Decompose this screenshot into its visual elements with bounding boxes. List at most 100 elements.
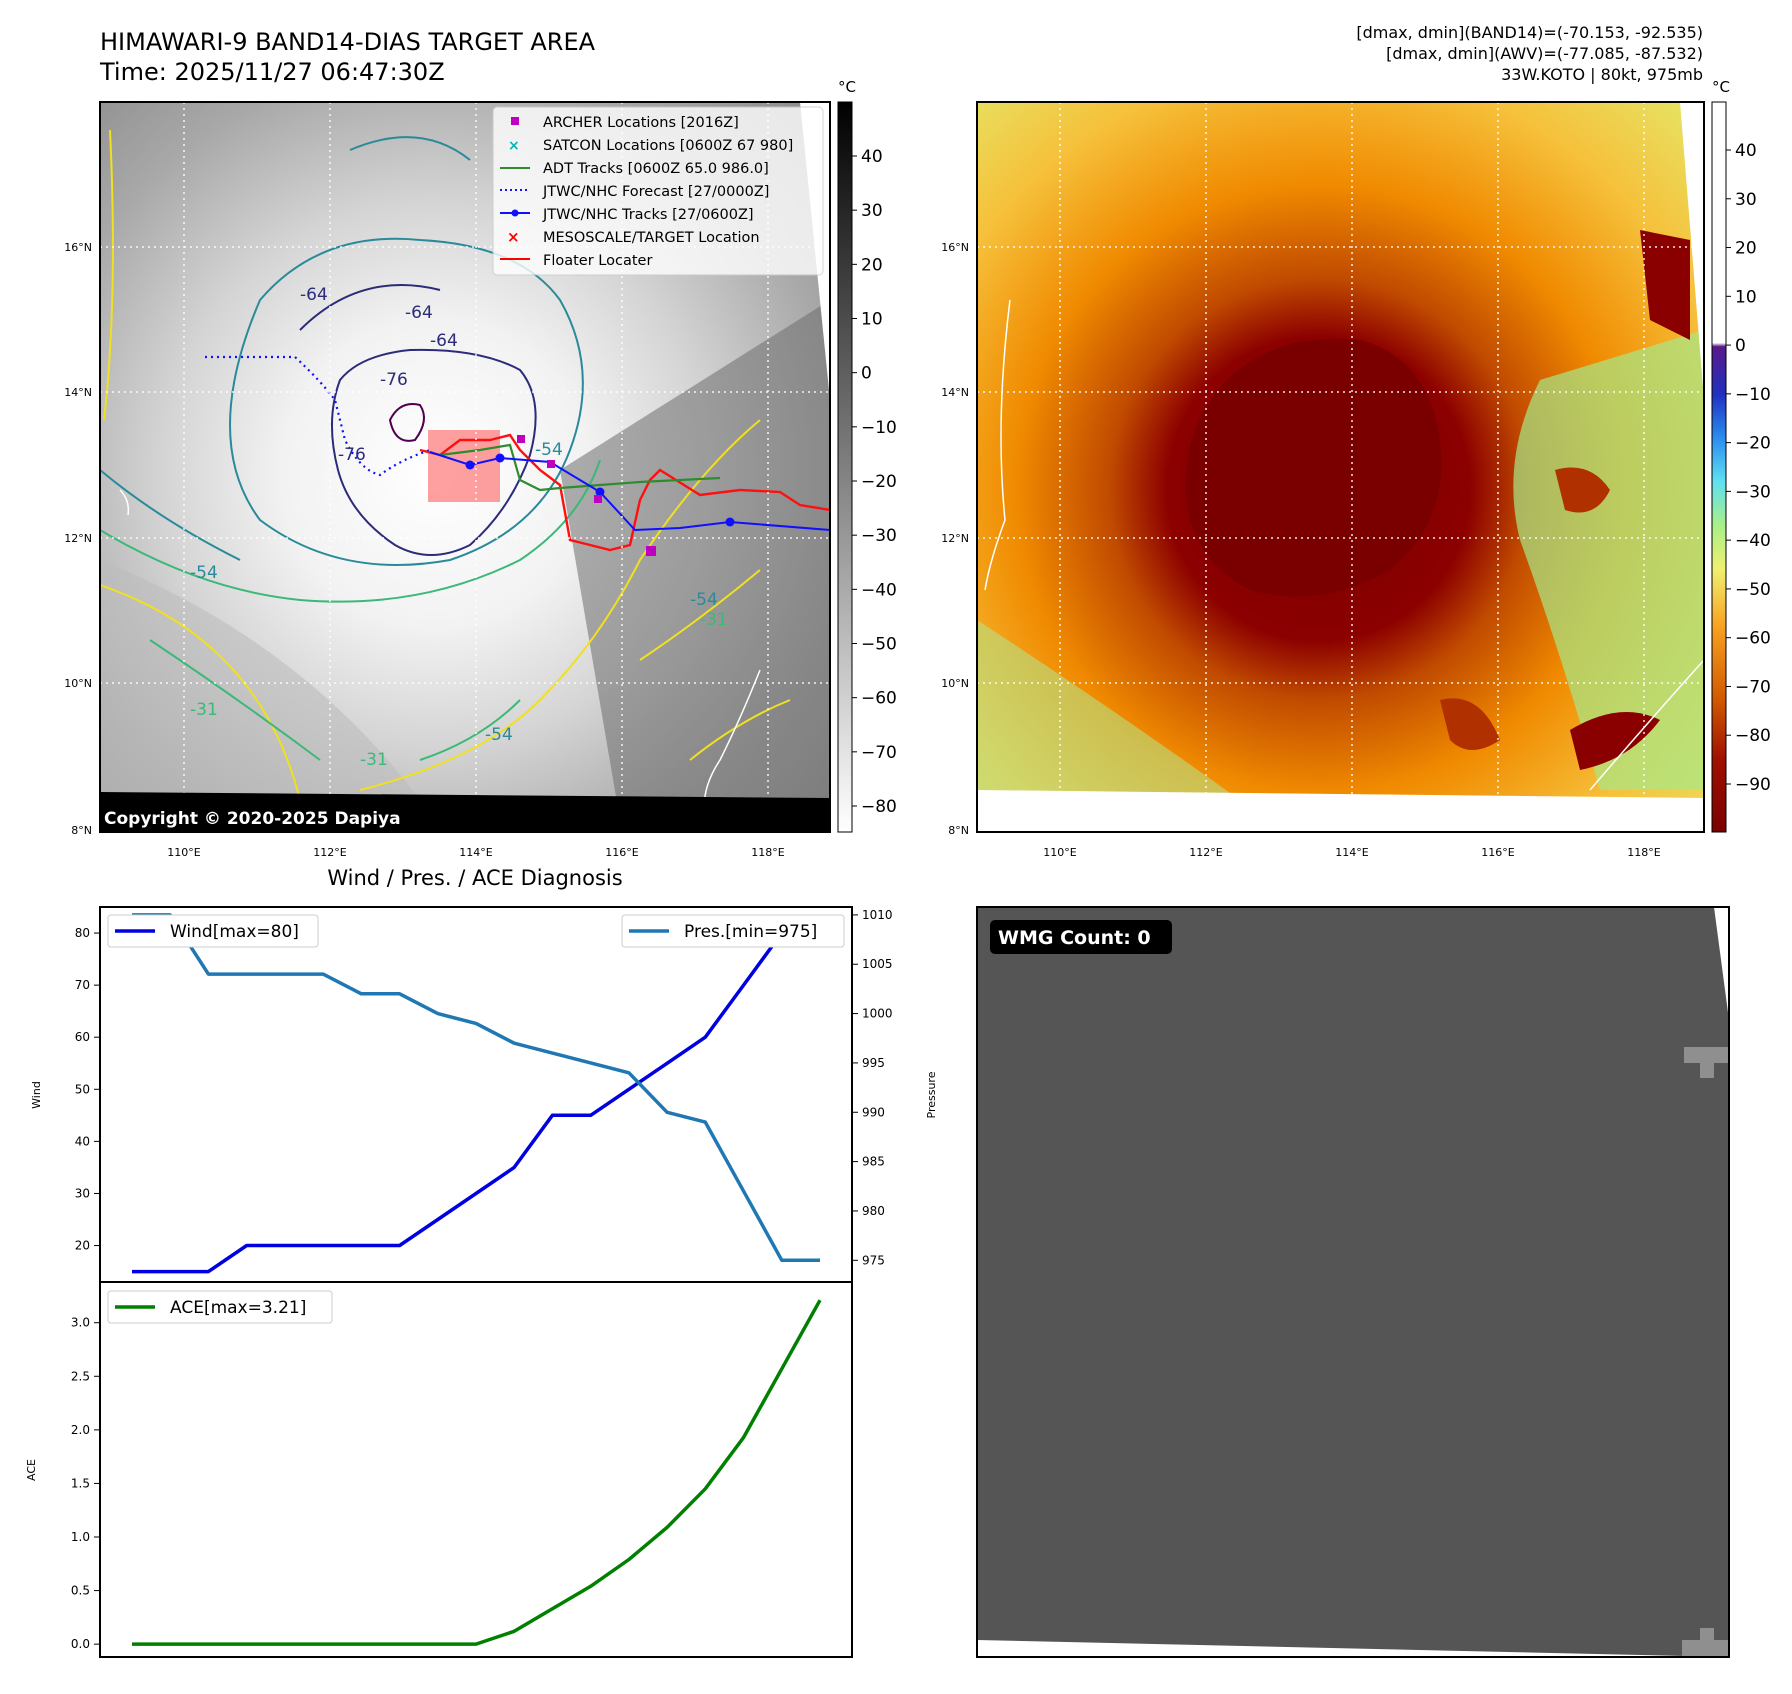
ace-marks: 0.0 0.5 1.0 1.5 2.0 2.5 3.0 bbox=[71, 1299, 822, 1651]
series-line-1 bbox=[132, 913, 820, 1263]
map-legend: ARCHER Locations [2016Z] × SATCON Locati… bbox=[492, 106, 824, 276]
ace-legend: ACE[max=3.21] bbox=[107, 1290, 333, 1324]
series-line-0 bbox=[132, 1299, 822, 1646]
archer-marker bbox=[594, 495, 602, 503]
lon-tick: 118°E bbox=[1627, 846, 1660, 859]
lat-tick: 16°N bbox=[941, 241, 969, 254]
colorbar-tick-label: −60 bbox=[1735, 629, 1771, 649]
archer-marker bbox=[517, 435, 525, 443]
colorbar-tick-label: −80 bbox=[861, 797, 897, 817]
colorbar-tick-label: −20 bbox=[1735, 434, 1771, 454]
legend-item-forecast: JTWC/NHC Forecast [27/0000Z] bbox=[542, 184, 769, 200]
awv-map-panel: 110°E 112°E 114°E 116°E 118°E 16°N 14°N … bbox=[941, 101, 1705, 859]
coastline bbox=[119, 489, 130, 516]
lat-tick: 10°N bbox=[64, 677, 92, 690]
wmg-field bbox=[977, 907, 1729, 1657]
wmg-count-label: WMG Count: 0 bbox=[998, 927, 1151, 949]
target-area-box bbox=[428, 430, 500, 502]
diagnosis-title: Wind / Pres. / ACE Diagnosis bbox=[327, 866, 622, 890]
lon-tick: 112°E bbox=[1189, 846, 1222, 859]
copyright-text: Copyright © 2020-2025 Dapiya bbox=[104, 809, 401, 829]
contour-label: -54 bbox=[190, 563, 218, 583]
colorbar-tick-label: −30 bbox=[1735, 482, 1771, 502]
awv-cold-cell bbox=[1640, 230, 1690, 340]
y-tick-label: 2.0 bbox=[71, 1423, 90, 1437]
ir-colorbar: °C 40 30 20 10 0 −10 −20 −30 −40 −50 −60 −70 −80 bbox=[837, 78, 897, 833]
ir-colorbar-unit: °C bbox=[838, 78, 856, 96]
colorbar-tick-label: −70 bbox=[1735, 677, 1771, 697]
contour-yellow bbox=[100, 584, 301, 801]
awv-coastline bbox=[1589, 659, 1704, 791]
awv-gridlines bbox=[977, 102, 1704, 832]
contour-label: -31 bbox=[190, 700, 218, 720]
wmg-patch bbox=[1684, 1047, 1729, 1078]
colorbar-tick-label: 10 bbox=[1735, 287, 1757, 307]
colorbar-tick-label: −50 bbox=[1735, 580, 1771, 600]
contour-label: -31 bbox=[360, 750, 388, 770]
colorbar-tick-label: −80 bbox=[1735, 726, 1771, 746]
wmg-panel: WMG Count: 0 bbox=[976, 906, 1730, 1658]
contour-green bbox=[149, 639, 321, 761]
colorbar-tick-label: −70 bbox=[861, 743, 897, 763]
legend-archer-marker bbox=[511, 117, 519, 125]
colorbar-tick-label: 30 bbox=[1735, 190, 1757, 210]
y-tick-label: 70 bbox=[75, 978, 90, 992]
legend-item-satcon: SATCON Locations [0600Z 67 980] bbox=[543, 138, 793, 154]
ir-lat-ticks: 16°N 14°N 12°N 10°N 8°N bbox=[64, 241, 92, 837]
awv-dry-region bbox=[1513, 330, 1704, 790]
info-band14: [dmax, dmin](BAND14)=(-70.153, -92.535) bbox=[1356, 23, 1703, 42]
contour-purple bbox=[388, 403, 425, 442]
legend-item-floater: Floater Locater bbox=[543, 253, 652, 269]
contour-teal bbox=[349, 136, 471, 161]
contour-navy bbox=[299, 284, 441, 331]
warm-cloud-band bbox=[560, 300, 830, 820]
wind-pressure-frame bbox=[99, 906, 853, 1283]
wind-pressure-chart: 20 30 40 50 60 70 80 975 980 985 990 995 1000 1005 101… bbox=[30, 906, 938, 1283]
colorbar-tick-label: 20 bbox=[1735, 239, 1757, 259]
lon-tick: 114°E bbox=[459, 846, 492, 859]
awv-lat-ticks: 16°N 14°N 12°N 10°N 8°N bbox=[941, 241, 969, 837]
ace-legend-label: ACE[max=3.21] bbox=[170, 1298, 306, 1318]
awv-no-data-bottom bbox=[977, 790, 1704, 832]
wmg-count-badge bbox=[990, 920, 1172, 954]
contour-teal bbox=[100, 469, 241, 561]
figure-title: HIMAWARI-9 BAND14-DIAS TARGET AREA bbox=[100, 28, 596, 56]
y2-tick-label: 975 bbox=[862, 1253, 885, 1267]
y2-tick-label: 995 bbox=[862, 1056, 885, 1070]
y-tick-label: 0.0 bbox=[71, 1637, 90, 1651]
awv-map-imagery bbox=[977, 102, 1704, 832]
y-tick-label: 50 bbox=[75, 1082, 90, 1096]
archer-marker bbox=[547, 460, 555, 468]
awv-colorbar-unit: °C bbox=[1712, 78, 1730, 96]
colorbar-tick-label: 40 bbox=[1735, 141, 1757, 161]
lon-tick: 118°E bbox=[751, 846, 784, 859]
wmg-patch bbox=[1682, 1628, 1729, 1657]
colorbar-tick-label: 0 bbox=[861, 364, 872, 384]
adt-track bbox=[439, 443, 721, 492]
lon-tick: 116°E bbox=[605, 846, 638, 859]
contour-label: -54 bbox=[535, 440, 563, 460]
lat-tick: 12°N bbox=[64, 532, 92, 545]
ir-lon-ticks: 110°E 112°E 114°E 116°E 118°E bbox=[167, 846, 784, 859]
lat-tick: 16°N bbox=[64, 241, 92, 254]
ir-colorbar-ticks: 40 30 20 10 0 −10 −20 −30 −40 −50 −60 −70 −80 bbox=[852, 147, 897, 817]
wmg-frame bbox=[976, 906, 1730, 1658]
colorbar-tick-label: −60 bbox=[861, 689, 897, 709]
lon-tick: 116°E bbox=[1481, 846, 1514, 859]
awv-coastline bbox=[984, 299, 1011, 591]
awv-dry-region bbox=[977, 620, 1240, 800]
contour-yellow bbox=[103, 129, 114, 421]
lat-tick: 10°N bbox=[941, 677, 969, 690]
jtwc-track-point bbox=[495, 453, 505, 463]
y-tick-label: 1.5 bbox=[71, 1476, 90, 1490]
y-tick-label: 40 bbox=[75, 1134, 90, 1148]
ace-axis-label: ACE bbox=[25, 1459, 38, 1481]
lon-tick: 112°E bbox=[313, 846, 346, 859]
y2-tick-label: 985 bbox=[862, 1155, 885, 1169]
awv-no-data-wedge bbox=[1680, 102, 1704, 400]
wind-legend: Wind[max=80] bbox=[107, 914, 319, 948]
legend-jtwc-dot bbox=[511, 209, 519, 217]
colorbar-tick-label: 0 bbox=[1735, 336, 1746, 356]
y2-tick-label: 980 bbox=[862, 1204, 885, 1218]
awv-colorbar: °C 40 30 20 10 0 −10 −20 −30 −40 −50 −60 −70 −80 −90 bbox=[1711, 78, 1771, 833]
